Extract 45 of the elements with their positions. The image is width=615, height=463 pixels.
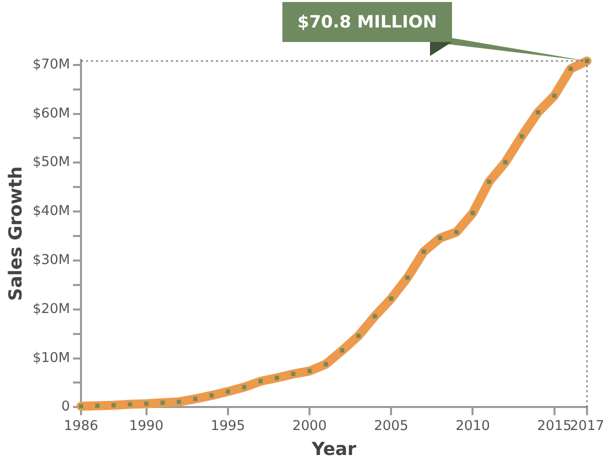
point <box>568 66 573 71</box>
point <box>422 250 426 254</box>
y-tick-label: $30M <box>32 252 70 268</box>
point <box>274 376 279 380</box>
y-tick-label: 0 <box>61 398 70 415</box>
point <box>242 385 246 390</box>
point <box>258 379 263 384</box>
point <box>536 110 540 114</box>
y-tick-label: $40M <box>32 203 70 220</box>
point <box>486 180 492 184</box>
point <box>95 404 100 408</box>
x-tick-label: 2010 <box>456 418 490 434</box>
point <box>193 396 198 402</box>
point <box>160 400 165 405</box>
x-tick-label: 2005 <box>374 418 408 434</box>
y-axis-title: Sales Growth <box>5 166 26 301</box>
point <box>112 403 116 408</box>
x-tick-label: 1990 <box>129 418 164 434</box>
point <box>470 210 475 216</box>
x-tick-label: 2000 <box>292 418 327 434</box>
annotation: $70.8 MILLION <box>297 12 438 32</box>
point <box>552 94 556 98</box>
point <box>503 160 508 164</box>
y-tick-label: $20M <box>32 300 70 317</box>
point <box>324 362 328 366</box>
y-tick-label: $60M <box>32 105 70 122</box>
x-tick-label: 1986 <box>64 418 98 434</box>
point <box>454 230 459 234</box>
point <box>128 402 132 406</box>
x-tick-label: 1995 <box>210 418 246 434</box>
point <box>176 400 182 404</box>
y-tick-label: $50M <box>32 154 70 170</box>
x-tick-label: 2017 <box>570 418 604 434</box>
point <box>356 334 361 338</box>
x-tick-label: 2015 <box>537 418 572 434</box>
y-tick-label: $10M <box>32 350 70 366</box>
point <box>291 372 296 376</box>
point <box>144 402 148 406</box>
point <box>520 134 524 138</box>
point <box>78 404 84 408</box>
point <box>389 296 394 301</box>
point <box>340 348 344 353</box>
point <box>372 314 377 318</box>
x-axis-title: Year <box>310 438 356 460</box>
y-tick-label: $70M <box>32 56 70 72</box>
